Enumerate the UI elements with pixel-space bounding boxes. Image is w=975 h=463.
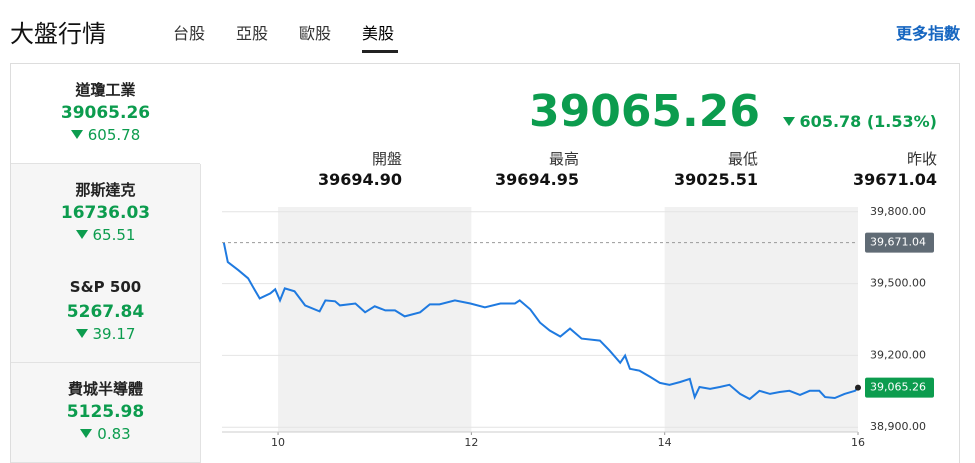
tab[interactable]: 亞股 [236, 24, 269, 43]
index-item[interactable]: 那斯達克 16736.03 65.51 [11, 163, 201, 264]
index-change-text: 39.17 [92, 325, 136, 343]
index-name: S&P 500 [69, 278, 142, 296]
y-tick-label: 38,900.00 [870, 420, 926, 433]
index-change: 0.83 [11, 425, 200, 443]
index-value: 5125.98 [66, 401, 145, 422]
last-label: 39,065.26 [870, 381, 926, 394]
index-name: 那斯達克 [75, 180, 136, 199]
stat-value: 39671.04 [852, 170, 937, 189]
reference-badge [865, 232, 934, 253]
index-change-text: 65.51 [92, 225, 136, 244]
x-tick-label: 10 [271, 436, 285, 449]
index-change: 65.51 [11, 226, 200, 244]
price-line [222, 242, 859, 401]
index-change: 39.17 [11, 325, 200, 343]
index-item[interactable]: 費城半導體 5125.98 0.83 [11, 362, 201, 463]
tab-underline [362, 50, 398, 53]
index-change-text: 0.83 [97, 424, 131, 443]
page-title: 大盤行情 [10, 20, 106, 48]
index-value: 5267.84 [66, 302, 145, 322]
index-value: 39065.26 [60, 103, 151, 123]
price-change-text: 605.78 (1.53%) [799, 112, 937, 131]
tab[interactable]: 美股 [362, 24, 395, 43]
stat-value: 39025.51 [673, 170, 758, 189]
stat-label: 開盤 [371, 150, 402, 168]
last-badge [865, 377, 934, 398]
last-point [855, 384, 861, 391]
panel [10, 63, 960, 463]
index-item[interactable]: 道瓊工業 39065.26 605.78 [11, 64, 200, 164]
reference-label: 39,671.04 [870, 236, 926, 249]
more-link[interactable]: 更多指數 [895, 24, 960, 43]
stat-label: 昨收 [906, 150, 937, 168]
shaded-band [278, 207, 472, 432]
tab[interactable]: 歐股 [299, 24, 332, 43]
x-tick-label: 14 [658, 436, 672, 449]
index-value: 16736.03 [60, 202, 151, 223]
stat-value: 39694.90 [317, 170, 402, 189]
stat-value: 39694.95 [494, 170, 579, 189]
tab[interactable]: 台股 [173, 24, 206, 43]
last-price: 39065.26 [528, 86, 760, 137]
x-tick-label: 16 [851, 436, 865, 449]
x-tick-label: 12 [464, 436, 478, 449]
index-item[interactable]: S&P 500 5267.84 39.17 [11, 263, 201, 363]
index-name: 道瓊工業 [75, 81, 136, 99]
y-tick-label: 39,500.00 [870, 277, 926, 290]
stat-label: 最低 [727, 150, 758, 168]
stat-label: 最高 [548, 150, 579, 168]
y-tick-label: 39,800.00 [870, 205, 926, 218]
index-change: 605.78 [11, 126, 200, 144]
y-tick-label: 39,200.00 [870, 348, 926, 361]
index-change-text: 605.78 [87, 126, 141, 144]
index-name: 費城半導體 [67, 379, 143, 398]
price-change: 605.78 (1.53%) [782, 112, 937, 131]
